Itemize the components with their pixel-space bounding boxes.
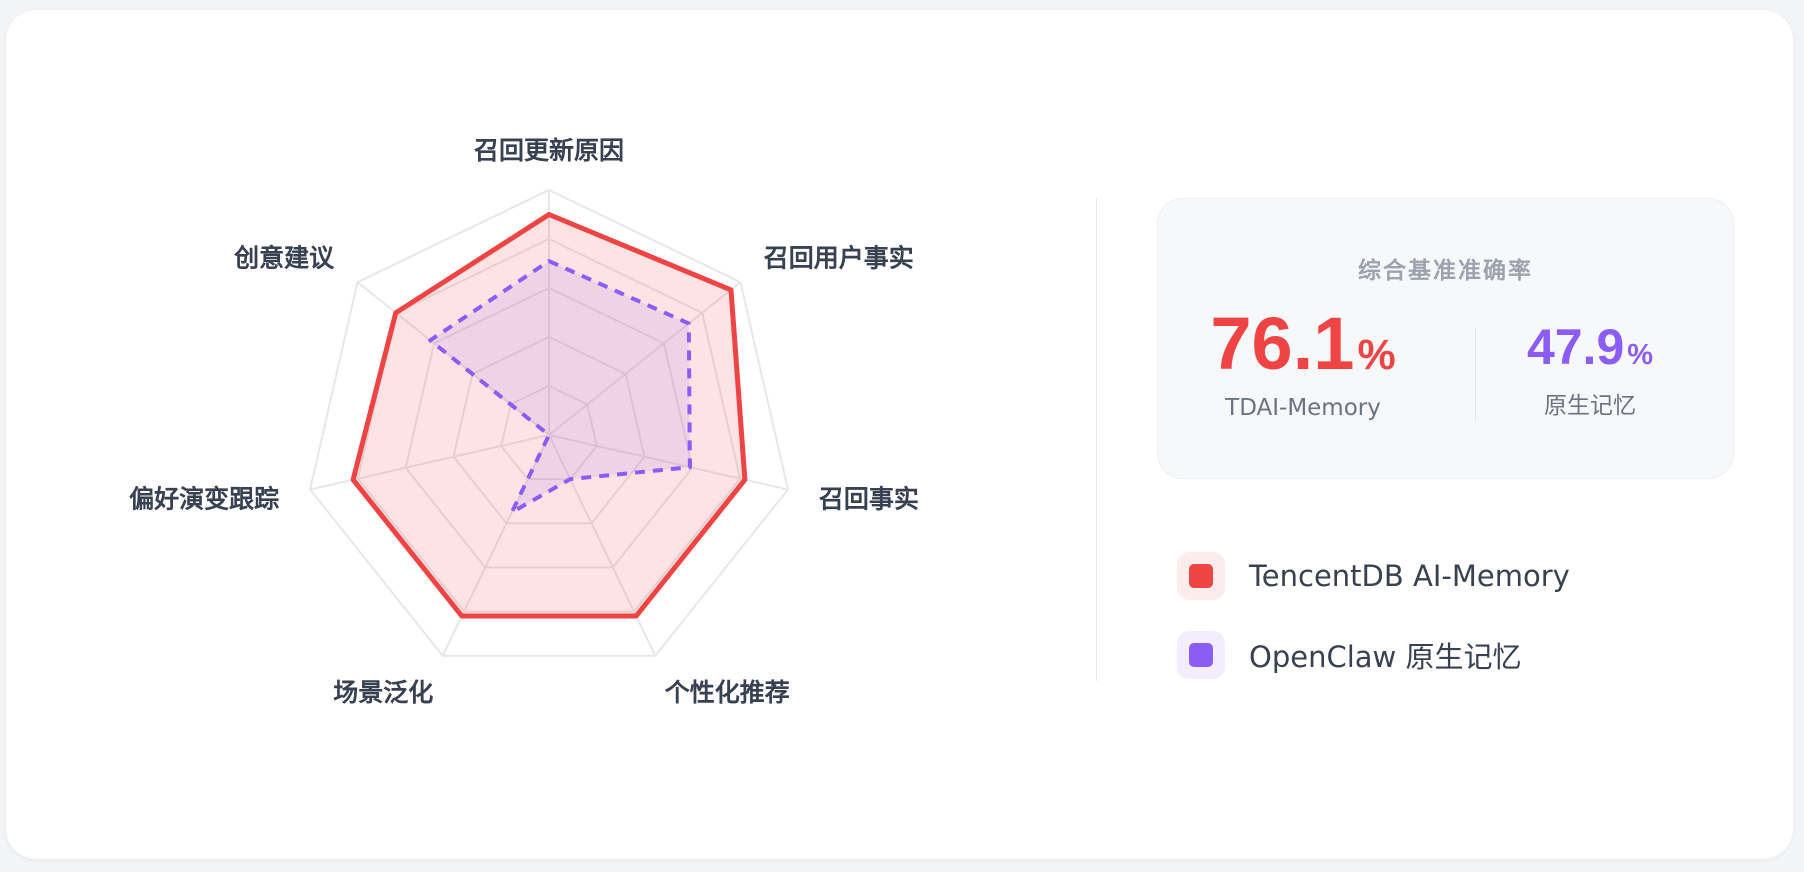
legend-item-openclaw[interactable]: OpenClaw 原生记忆 — [1177, 630, 1521, 680]
radar-grid-ring-1 — [500, 384, 598, 481]
radar-axis-label-4: 个性化推荐 — [665, 678, 790, 707]
primary-score-number: 76.1 — [1210, 302, 1355, 385]
radar-axis-label-2: 召回用户事实 — [764, 243, 914, 272]
benchmark-card: 召回更新原因召回用户事实召回事实个性化推荐 场景泛化 偏好演变跟踪 创意建议 综合基准… — [6, 10, 1793, 859]
legend-label-openclaw: OpenClaw 原生记忆 — [1249, 640, 1522, 674]
legend-label-tencentdb: TencentDB AI-Memory — [1249, 559, 1570, 593]
legend-item-tencentdb[interactable]: TencentDB AI-Memory — [1177, 551, 1570, 601]
section-divider — [1096, 198, 1097, 681]
radar-spoke-4 — [548, 434, 657, 657]
legend-dot-tencentdb — [1189, 564, 1213, 588]
radar-series-tencentdb — [350, 212, 748, 619]
score-divider — [1475, 327, 1476, 422]
radar-grid-ring-5 — [309, 188, 789, 657]
radar-series-openclaw — [428, 259, 692, 515]
radar-spoke-3 — [548, 434, 789, 491]
secondary-score-number: 47.9 — [1526, 319, 1625, 375]
secondary-score-unit: % — [1627, 339, 1654, 371]
radar-grid-ring-2 — [452, 335, 646, 525]
radar-axis-label-1: 召回更新原因 — [474, 136, 624, 165]
secondary-score-value: 47.9% — [1455, 322, 1725, 372]
radar-grid-ring-3 — [404, 286, 694, 569]
primary-score-label: TDAI-Memory — [1225, 395, 1381, 421]
primary-score-unit: % — [1357, 331, 1396, 379]
radar-spoke-6 — [309, 434, 550, 491]
secondary-score: 47.9% 原生记忆 — [1455, 307, 1725, 420]
legend-swatch-openclaw — [1177, 631, 1225, 679]
radar-axis-label-3: 召回事实 — [819, 484, 919, 513]
summary-box: 综合基准准确率 76.1% TDAI-Memory 47.9% 原生记忆 — [1157, 198, 1734, 479]
legend-swatch-tencentdb — [1177, 552, 1225, 600]
radar-axis-label-5: 场景泛化 — [333, 678, 433, 707]
primary-score: 76.1% TDAI-Memory — [1168, 307, 1438, 422]
legend-dot-openclaw — [1189, 643, 1213, 667]
primary-score-value: 76.1% — [1168, 307, 1438, 381]
radar-spoke-2 — [548, 281, 742, 436]
summary-title: 综合基准准确率 — [1358, 258, 1533, 284]
secondary-score-label: 原生记忆 — [1544, 393, 1636, 419]
radar-axis-label-6: 偏好演变跟踪 — [129, 484, 279, 513]
radar-axis-label-7: 创意建议 — [233, 243, 335, 272]
